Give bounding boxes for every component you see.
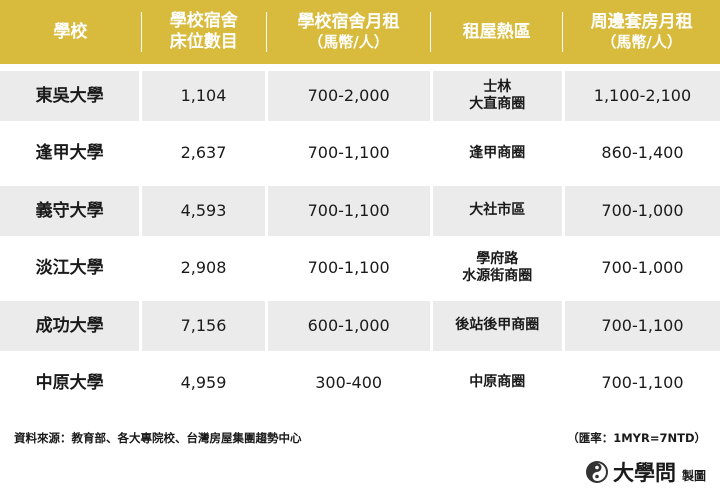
brand-mark: 大學問 製圖 — [585, 457, 706, 487]
beds-cell: 2,908 — [142, 243, 265, 294]
dorm-rent-cell: 700-2,000 — [267, 71, 430, 121]
table-row: 成功大學 7,156 600-1,000 後站後甲商圈 700-1,100 — [0, 300, 720, 351]
hot-area-line: 水源街商圈 — [462, 268, 533, 285]
daxuewen-logo-icon — [585, 461, 608, 483]
header-divider — [562, 12, 564, 52]
header-dorm-rent-line1: 學校宿舍月租 — [297, 12, 400, 32]
hot-area-cell: 學府路 水源街商圈 — [432, 243, 562, 294]
hot-area-cell: 後站後甲商圈 — [432, 300, 562, 351]
hot-area-cell: 大社市區 — [432, 185, 562, 236]
school-cell: 逢甲大學 — [0, 128, 140, 179]
beds-cell: 1,104 — [142, 71, 265, 121]
source-note: 資料來源：教育部、各大專院校、台灣房屋集團趨勢中心 — [14, 431, 302, 445]
nearby-rent-cell: 860-1,400 — [564, 128, 720, 179]
exchange-rate-note: （匯率：1MYR=7NTD） — [567, 431, 706, 445]
school-cell: 東吳大學 — [0, 71, 140, 121]
header-school: 學校 — [0, 0, 141, 64]
header-divider — [430, 12, 432, 52]
brand-made-by: 製圖 — [681, 468, 706, 483]
nearby-rent-cell: 700-1,100 — [564, 300, 720, 351]
school-cell: 中原大學 — [0, 357, 140, 408]
hot-area-line: 中原商圈 — [469, 374, 526, 391]
header-beds: 學校宿舍 床位數目 — [142, 0, 266, 64]
hot-area-cell: 逢甲商圈 — [432, 128, 562, 179]
hot-area-line: 士林 — [483, 79, 512, 95]
hot-area-cell: 中原商圈 — [432, 357, 562, 408]
beds-cell: 4,959 — [142, 357, 265, 408]
dorm-rent-cell: 700-1,100 — [267, 128, 430, 179]
beds-cell: 7,156 — [142, 300, 265, 351]
dorm-rent-cell: 700-1,100 — [267, 243, 430, 294]
brand-name: 大學問 — [612, 461, 676, 485]
school-cell: 成功大學 — [0, 300, 140, 351]
table-header: 學校 學校宿舍 床位數目 學校宿舍月租 （馬幣/人） 租屋熱區 周邊套房月租 （… — [0, 0, 720, 64]
hot-area-cell: 士林 大直商圈 — [432, 71, 562, 121]
header-divider — [140, 12, 142, 52]
hot-area-line: 後站後甲商圈 — [455, 317, 540, 334]
nearby-rent-cell: 700-1,000 — [564, 243, 720, 294]
school-cell: 淡江大學 — [0, 243, 140, 294]
header-school-label: 學校 — [53, 21, 88, 42]
header-hot-area: 租屋熱區 — [431, 0, 562, 64]
beds-cell: 4,593 — [142, 185, 265, 236]
header-beds-line2: 床位數目 — [169, 32, 238, 52]
table-body: 東吳大學 1,104 700-2,000 士林 大直商圈 1,100-2,100… — [0, 71, 720, 415]
header-nearby-rent-line1: 周邊套房月租 — [590, 12, 693, 32]
nearby-rent-cell: 700-1,000 — [564, 185, 720, 236]
table-row: 東吳大學 1,104 700-2,000 士林 大直商圈 1,100-2,100 — [0, 71, 720, 121]
hot-area-line: 大社市區 — [469, 202, 526, 219]
dorm-rent-cell: 600-1,000 — [267, 300, 430, 351]
school-cell: 義守大學 — [0, 185, 140, 236]
header-beds-line1: 學校宿舍 — [169, 11, 238, 31]
header-dorm-rent: 學校宿舍月租 （馬幣/人） — [267, 0, 431, 64]
nearby-rent-cell: 1,100-2,100 — [564, 71, 720, 121]
dorm-rent-cell: 700-1,100 — [267, 185, 430, 236]
dorm-rent-cell: 300-400 — [267, 357, 430, 408]
header-nearby-rent-unit: （馬幣/人） — [601, 33, 682, 51]
beds-cell: 2,637 — [142, 128, 265, 179]
table-row: 淡江大學 2,908 700-1,100 學府路 水源街商圈 700-1,000 — [0, 243, 720, 294]
header-dorm-rent-unit: （馬幣/人） — [308, 33, 389, 51]
nearby-rent-cell: 700-1,100 — [564, 357, 720, 408]
table-row: 義守大學 4,593 700-1,100 大社市區 700-1,000 — [0, 185, 720, 236]
header-divider — [265, 12, 267, 52]
hot-area-line: 大直商圈 — [469, 96, 526, 112]
header-nearby-rent: 周邊套房月租 （馬幣/人） — [563, 0, 720, 64]
hot-area-line: 逢甲商圈 — [469, 144, 526, 161]
header-hot-area-label: 租屋熱區 — [462, 21, 531, 42]
hot-area-line: 學府路 — [476, 251, 519, 268]
table-row: 逢甲大學 2,637 700-1,100 逢甲商圈 860-1,400 — [0, 128, 720, 179]
table-row: 中原大學 4,959 300-400 中原商圈 700-1,100 — [0, 357, 720, 408]
